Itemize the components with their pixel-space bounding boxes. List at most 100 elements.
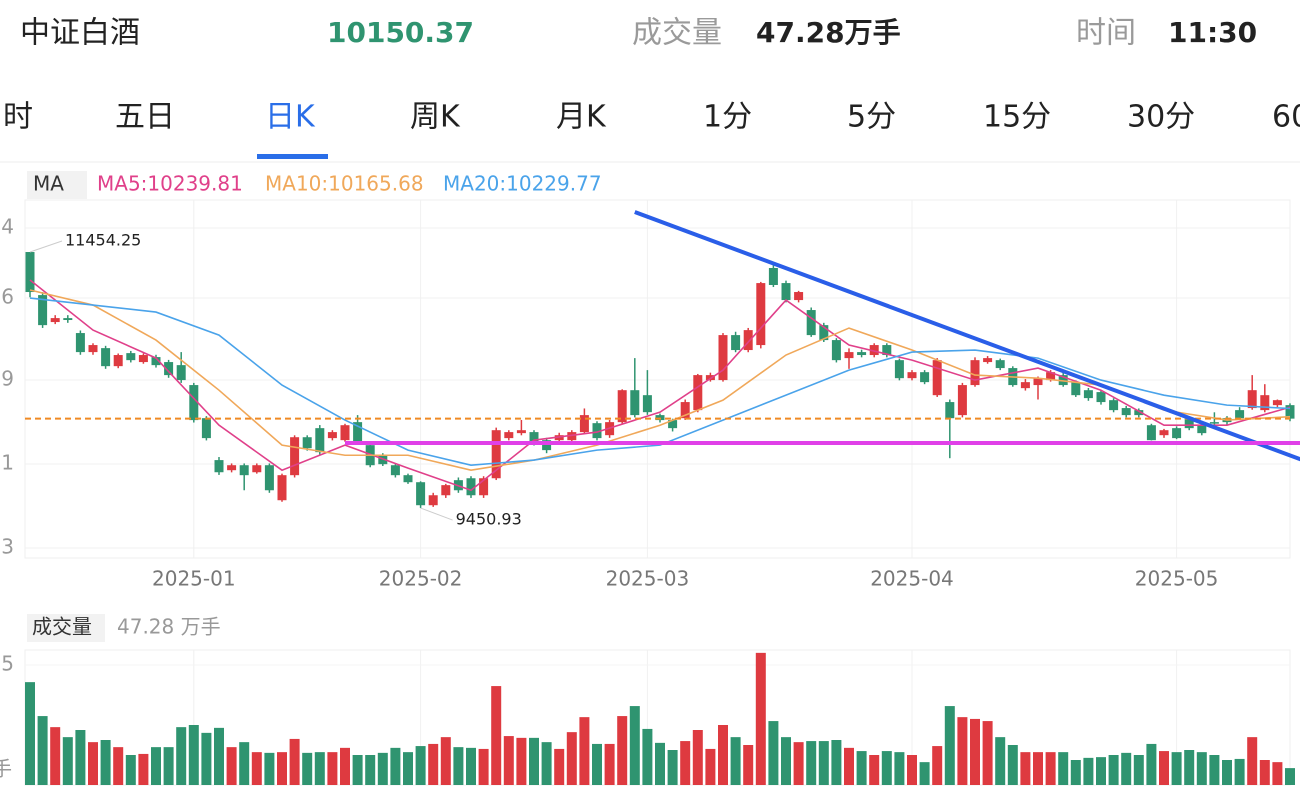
volume-label: 成交量: [632, 16, 722, 51]
indicator-box[interactable]: [27, 171, 87, 199]
candle-body: [138, 355, 148, 363]
volume-box: [27, 614, 105, 642]
candle-body: [264, 465, 274, 491]
volume-bar: [1083, 757, 1094, 785]
volume-bar: [503, 736, 514, 785]
candle-body: [920, 372, 930, 383]
volume-bar: [289, 738, 300, 785]
candle-body: [957, 385, 967, 416]
volume-bar: [541, 742, 552, 785]
tab[interactable]: 五日: [115, 100, 175, 135]
volume-bar: [25, 682, 35, 785]
candle-body: [945, 402, 955, 419]
candle-body: [768, 267, 778, 285]
volume-bar: [428, 743, 439, 785]
candle-body: [1209, 422, 1219, 424]
y-tick-label: 51: [0, 451, 14, 475]
tab[interactable]: 15分: [983, 100, 1051, 135]
candle-body: [214, 460, 224, 473]
volume-bar: [730, 737, 741, 785]
volume-bar: [529, 737, 539, 785]
candle-body: [252, 465, 262, 473]
candle-body: [353, 422, 363, 443]
time-value: 11:30: [1168, 16, 1257, 49]
volume-bar: [365, 755, 376, 785]
volume-bar: [176, 727, 187, 785]
candle-body: [1184, 418, 1194, 429]
tab[interactable]: 周K: [410, 100, 461, 135]
candle-body: [151, 357, 161, 366]
candle-body: [857, 352, 867, 356]
time-label: 时间: [1076, 16, 1136, 51]
candle-body: [592, 423, 602, 439]
candle-body: [630, 390, 640, 416]
annotation: 11454.25: [65, 230, 141, 249]
candle-body: [1121, 408, 1131, 416]
volume-bar: [604, 743, 615, 785]
candle-body: [315, 428, 325, 453]
volume-bar: [1070, 760, 1081, 785]
volume-bar: [264, 752, 275, 785]
candle-body: [718, 335, 728, 381]
volume-bar: [743, 745, 754, 785]
candle-body: [290, 437, 300, 476]
candle-body: [794, 292, 804, 301]
volume-bar: [1247, 737, 1258, 785]
candle-body: [693, 375, 703, 411]
volume-bar: [37, 716, 48, 785]
candle-body: [1046, 372, 1056, 381]
candle-body: [542, 440, 552, 451]
price: 10150.37: [327, 16, 474, 49]
volume-bar: [566, 732, 577, 785]
candle-body: [668, 420, 678, 429]
ma-legend: MA10:10165.68: [265, 172, 424, 196]
tab[interactable]: 60: [1272, 100, 1300, 135]
candle-body: [1109, 400, 1119, 411]
candle-body: [441, 485, 451, 496]
volume-bar: [188, 725, 199, 785]
candle-body: [1096, 392, 1106, 403]
annotation-connector: [420, 507, 453, 521]
x-tick-label: 2025-03: [606, 567, 690, 591]
volume-bar: [970, 718, 980, 785]
volume-bar: [302, 752, 313, 785]
x-tick-label: 2025-05: [1135, 567, 1219, 591]
tab[interactable]: 30分: [1127, 100, 1195, 135]
volume-bar: [932, 746, 943, 785]
volume-bar: [1146, 743, 1157, 785]
tab[interactable]: 日K: [265, 100, 316, 135]
volume-bar: [1171, 752, 1182, 785]
tab[interactable]: 1分: [703, 100, 752, 135]
ma-line: [29, 289, 1291, 472]
tab[interactable]: 时: [3, 100, 33, 135]
volume-bar: [163, 747, 174, 785]
volume-bar: [453, 747, 464, 785]
volume-bar: [1033, 752, 1043, 785]
volume-bar: [1259, 760, 1270, 785]
candle-body: [491, 430, 501, 479]
volume-bar: [629, 706, 640, 785]
candle-body: [579, 415, 589, 433]
candle-body: [113, 355, 123, 367]
trend-line: [634, 210, 1300, 462]
candle-body: [983, 358, 993, 363]
volume-bar: [415, 746, 426, 785]
candle-body: [50, 318, 60, 323]
candle-body: [680, 402, 690, 419]
volume-bar: [957, 717, 968, 785]
volume-bar: [138, 753, 149, 785]
tab[interactable]: 月K: [556, 100, 607, 135]
annotation-connector: [29, 240, 63, 253]
x-tick-label: 2025-04: [870, 567, 954, 591]
candle-body: [1134, 410, 1144, 416]
tab[interactable]: 5分: [847, 100, 896, 135]
volume-bar: [88, 742, 98, 785]
volume-bar: [239, 742, 250, 785]
candle-body: [642, 395, 652, 413]
candle-body: [844, 352, 854, 359]
y-tick-label: 4: [1, 214, 14, 238]
candle-body: [819, 325, 829, 341]
volume-bar: [478, 748, 489, 785]
volume-bar: [907, 755, 917, 785]
candle-body: [1235, 410, 1245, 419]
